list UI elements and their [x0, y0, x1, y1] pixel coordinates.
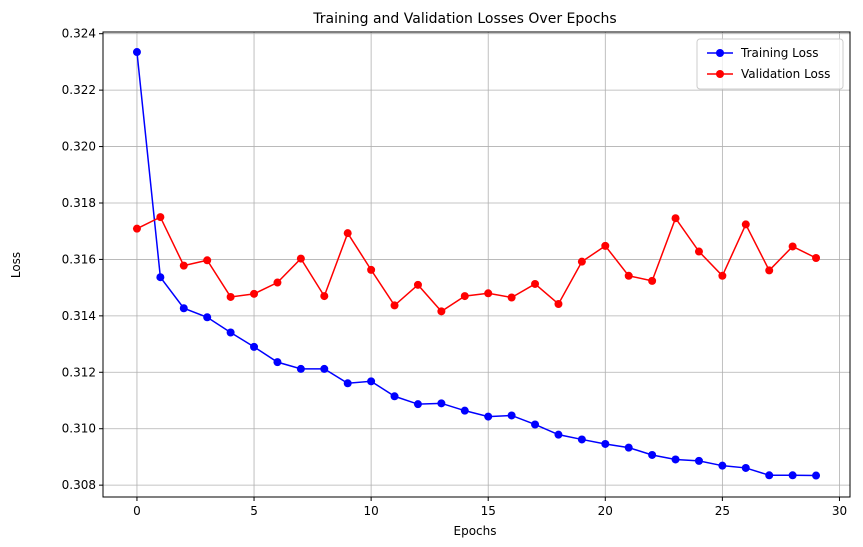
data-point-training-loss	[741, 463, 750, 472]
data-point-training-loss	[156, 273, 165, 282]
data-point-training-loss	[507, 411, 516, 420]
data-point-training-loss	[273, 358, 282, 367]
data-point-validation-loss	[694, 247, 703, 256]
data-point-validation-loss	[390, 301, 399, 310]
data-point-validation-loss	[741, 220, 750, 229]
data-point-training-loss	[203, 313, 212, 322]
data-point-validation-loss	[343, 229, 352, 238]
data-point-validation-loss	[507, 293, 516, 302]
x-axis-ticks: 0 5 10 15 20 25 30	[133, 497, 847, 518]
data-point-validation-loss	[812, 254, 821, 263]
data-point-validation-loss	[484, 289, 493, 298]
legend: Training Loss Validation Loss	[696, 38, 844, 90]
data-point-validation-loss	[531, 279, 540, 288]
data-point-validation-loss	[765, 266, 774, 275]
grid	[103, 32, 850, 497]
data-point-validation-loss	[601, 241, 610, 250]
data-point-validation-loss	[624, 271, 633, 280]
y-tick-label: 0.308	[62, 478, 96, 492]
series-line-training-loss	[136, 51, 817, 477]
series-validation-loss	[132, 213, 821, 316]
data-point-validation-loss	[296, 254, 305, 263]
data-point-training-loss	[390, 392, 399, 401]
data-point-validation-loss	[320, 292, 329, 301]
data-point-training-loss	[531, 420, 540, 429]
y-tick-label: 0.310	[62, 422, 96, 436]
y-tick-label: 0.312	[62, 365, 96, 379]
data-point-training-loss	[367, 377, 376, 386]
data-point-training-loss	[320, 364, 329, 373]
data-point-training-loss	[250, 342, 259, 351]
legend-marker-validation-loss	[716, 70, 724, 78]
data-point-validation-loss	[250, 289, 259, 298]
data-point-validation-loss	[273, 278, 282, 287]
data-point-validation-loss	[203, 256, 212, 265]
data-point-validation-loss	[179, 261, 188, 270]
data-point-validation-loss	[437, 307, 446, 316]
data-point-training-loss	[648, 450, 657, 459]
data-point-training-loss	[765, 471, 774, 480]
data-point-training-loss	[179, 304, 188, 313]
data-point-validation-loss	[132, 224, 141, 233]
legend-box	[696, 38, 844, 90]
y-tick-label: 0.320	[62, 140, 96, 154]
legend-items: Training Loss Validation Loss	[707, 46, 830, 81]
x-tick-label: 30	[832, 504, 847, 518]
y-tick-label: 0.318	[62, 196, 96, 210]
data-point-validation-loss	[460, 292, 469, 301]
data-point-training-loss	[413, 400, 422, 409]
y-tick-label: 0.314	[62, 309, 96, 323]
legend-label-training-loss: Training Loss	[740, 46, 818, 60]
x-tick-label: 25	[715, 504, 730, 518]
x-axis-label: Epochs	[454, 524, 497, 538]
data-point-validation-loss	[413, 280, 422, 289]
data-point-training-loss	[788, 471, 797, 480]
series-training-loss	[132, 48, 821, 480]
data-point-validation-loss	[156, 213, 165, 222]
data-point-training-loss	[437, 399, 446, 408]
x-tick-label: 10	[363, 504, 378, 518]
y-axis-label: Loss	[9, 252, 23, 278]
x-tick-label: 5	[250, 504, 258, 518]
data-point-training-loss	[132, 48, 141, 57]
data-point-training-loss	[484, 412, 493, 421]
y-tick-label: 0.322	[62, 83, 96, 97]
series-layer	[132, 48, 821, 480]
data-point-validation-loss	[718, 271, 727, 280]
y-tick-label: 0.316	[62, 252, 96, 266]
data-point-training-loss	[296, 364, 305, 373]
data-point-training-loss	[460, 406, 469, 415]
data-point-training-loss	[624, 443, 633, 452]
chart-title: Training and Validation Losses Over Epoc…	[312, 11, 616, 27]
data-point-validation-loss	[577, 257, 586, 266]
data-point-training-loss	[601, 439, 610, 448]
x-tick-label: 20	[598, 504, 613, 518]
x-tick-label: 0	[133, 504, 141, 518]
data-point-training-loss	[671, 455, 680, 464]
series-line-validation-loss	[136, 216, 817, 313]
data-point-training-loss	[577, 435, 586, 444]
data-point-training-loss	[226, 328, 235, 337]
plot-frame	[102, 31, 851, 498]
data-point-training-loss	[812, 471, 821, 480]
data-point-training-loss	[554, 430, 563, 439]
data-point-validation-loss	[671, 214, 680, 223]
data-point-validation-loss	[367, 265, 376, 274]
data-point-validation-loss	[226, 292, 235, 301]
data-point-training-loss	[718, 461, 727, 470]
data-point-validation-loss	[554, 300, 563, 309]
data-point-training-loss	[343, 379, 352, 388]
data-point-validation-loss	[788, 242, 797, 251]
data-point-training-loss	[694, 456, 703, 465]
legend-marker-training-loss	[716, 49, 724, 57]
y-tick-label: 0.324	[62, 27, 96, 41]
data-point-validation-loss	[648, 276, 657, 285]
y-axis-ticks: 0.308 0.310 0.312 0.314 0.316 0.318 0.320 0.322…	[62, 27, 103, 492]
x-tick-label: 15	[481, 504, 496, 518]
legend-label-validation-loss: Validation Loss	[741, 67, 830, 81]
